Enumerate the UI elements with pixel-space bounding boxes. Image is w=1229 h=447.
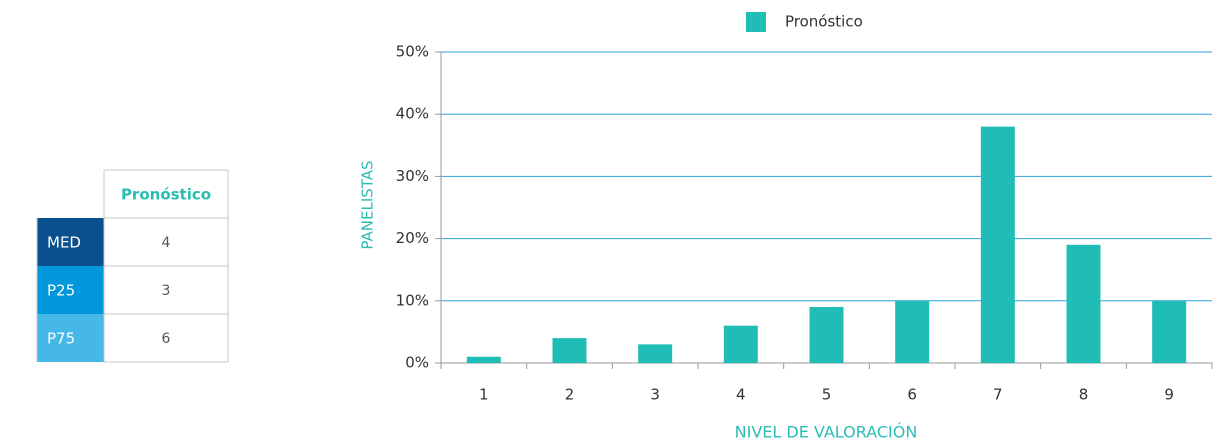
value-cell: [103, 265, 229, 315]
row-value: 4: [162, 235, 171, 251]
row-label-cell: [37, 314, 104, 362]
row-label: P25: [47, 282, 75, 300]
bar: [638, 344, 673, 363]
row-label: P75: [47, 330, 75, 348]
bar: [895, 300, 930, 363]
y-tick-label: 20%: [396, 229, 429, 247]
x-tick-label: 4: [736, 386, 746, 404]
x-tick-label: 5: [822, 386, 832, 404]
table-header: Pronóstico: [121, 186, 211, 204]
x-tick-label: 9: [1164, 386, 1174, 404]
bar: [980, 126, 1015, 363]
value-cell: [103, 313, 229, 363]
header-cell: [103, 169, 229, 219]
x-axis-title: NIVEL DE VALORACIÓN: [735, 423, 918, 442]
y-tick-label: 50%: [396, 43, 429, 61]
legend-swatch: [746, 12, 766, 32]
bar: [1152, 300, 1187, 363]
summary-table: Pronóstico MED 4 P25 3 P75 6: [36, 169, 229, 363]
bar: [1066, 244, 1101, 363]
x-tick-label: 7: [993, 386, 1003, 404]
x-tick-label: 8: [1079, 386, 1089, 404]
x-tick-label: 6: [907, 386, 917, 404]
y-tick-label: 0%: [405, 354, 429, 372]
y-axis-title: PANELISTAS: [359, 160, 377, 249]
legend-label: Pronóstico: [785, 13, 863, 31]
x-tick-label: 3: [650, 386, 660, 404]
y-tick-label: 40%: [396, 105, 429, 123]
y-tick-label: 30%: [396, 167, 429, 185]
bar: [723, 325, 758, 363]
bar: [552, 338, 587, 363]
value-cell: [103, 217, 229, 267]
row-label-cell: [37, 218, 104, 266]
row-value: 6: [162, 331, 171, 347]
y-tick-label: 10%: [396, 291, 429, 309]
row-label-cell: [37, 266, 104, 314]
bar: [809, 307, 844, 363]
x-tick-label: 1: [479, 386, 489, 404]
row-label: MED: [47, 234, 81, 252]
row-value: 3: [162, 283, 171, 299]
x-tick-label: 2: [565, 386, 575, 404]
bar: [466, 356, 501, 363]
